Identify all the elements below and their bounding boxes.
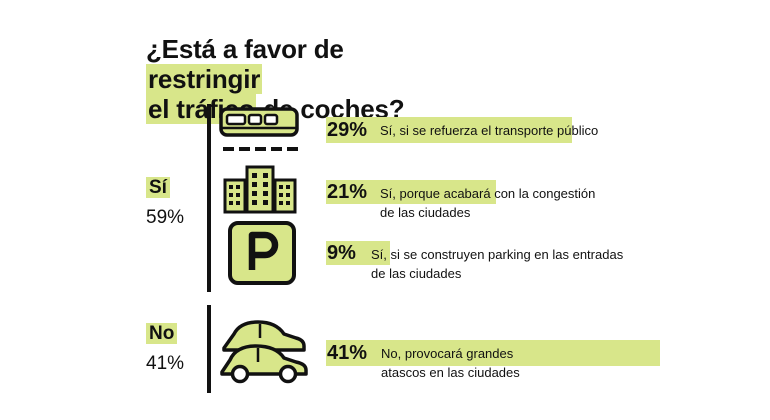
row-label-4: No, provocará grandes: [381, 345, 513, 362]
row-label-3: Sí, si se construyen parking en las entr…: [371, 246, 623, 263]
row-percent-4: 41%: [327, 341, 367, 365]
title-text-1: ¿Está a favor de: [146, 34, 344, 64]
row-percent-2: 21%: [327, 180, 367, 204]
cars-icon: [218, 314, 310, 384]
group-no: No 41%: [146, 322, 184, 376]
row-label-2: Sí, porque acabará con la congestión: [380, 185, 595, 202]
row-label-1: Sí, si se refuerza el transporte público: [380, 122, 598, 139]
chart-title: ¿Está a favor de restringir el tráfico d…: [146, 34, 466, 124]
train-icon: [218, 106, 304, 156]
row-label-2b: de las ciudades: [380, 204, 470, 221]
buildings-icon: [222, 164, 298, 214]
row-percent-3: 9%: [327, 241, 356, 265]
parking-icon: [227, 220, 297, 286]
no-divider: [207, 305, 211, 393]
yes-divider: [207, 104, 211, 292]
row-label-4b: atascos en las ciudades: [381, 364, 520, 381]
title-highlight-1: restringir: [146, 64, 262, 94]
row-percent-1: 29%: [327, 118, 367, 142]
group-no-label: No: [146, 323, 177, 344]
group-yes-percent: 59%: [146, 206, 184, 230]
group-no-percent: 41%: [146, 352, 184, 376]
row-label-3b: de las ciudades: [371, 265, 461, 282]
group-yes-label: Sí: [146, 177, 170, 198]
group-yes: Sí 59%: [146, 176, 184, 230]
